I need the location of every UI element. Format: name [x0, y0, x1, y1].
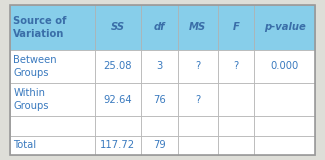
Bar: [254, 50, 315, 83]
Bar: [95, 116, 141, 136]
Text: 0.000: 0.000: [271, 61, 299, 72]
Bar: [178, 136, 218, 155]
Text: ?: ?: [195, 61, 200, 72]
Bar: [95, 83, 141, 116]
Text: p-value: p-value: [264, 22, 306, 32]
Bar: [218, 5, 254, 50]
Text: df: df: [153, 22, 165, 32]
Text: F: F: [233, 22, 240, 32]
Bar: [178, 83, 218, 116]
Bar: [10, 5, 95, 50]
Bar: [95, 5, 141, 50]
Text: 92.64: 92.64: [103, 95, 132, 104]
Bar: [95, 50, 141, 83]
Text: SS: SS: [111, 22, 125, 32]
Text: 79: 79: [153, 140, 166, 150]
Bar: [10, 136, 95, 155]
Bar: [254, 5, 315, 50]
Bar: [254, 116, 315, 136]
Bar: [178, 116, 218, 136]
Bar: [178, 5, 218, 50]
Bar: [10, 83, 95, 116]
Text: ?: ?: [233, 61, 239, 72]
Bar: [141, 116, 178, 136]
Text: 3: 3: [156, 61, 162, 72]
Bar: [218, 136, 254, 155]
Bar: [141, 136, 178, 155]
Bar: [218, 83, 254, 116]
Text: Within
Groups: Within Groups: [13, 88, 49, 111]
Bar: [10, 50, 95, 83]
Bar: [254, 136, 315, 155]
Bar: [10, 116, 95, 136]
Bar: [178, 50, 218, 83]
Bar: [218, 50, 254, 83]
Text: Between
Groups: Between Groups: [13, 55, 57, 78]
Bar: [141, 50, 178, 83]
Text: MS: MS: [189, 22, 206, 32]
Text: Source of
Variation: Source of Variation: [13, 16, 67, 39]
Text: ?: ?: [195, 95, 200, 104]
Bar: [141, 83, 178, 116]
Bar: [218, 116, 254, 136]
Text: Total: Total: [13, 140, 36, 150]
Bar: [95, 136, 141, 155]
Text: 25.08: 25.08: [103, 61, 132, 72]
Bar: [254, 83, 315, 116]
Text: 76: 76: [153, 95, 166, 104]
Text: 117.72: 117.72: [100, 140, 135, 150]
Bar: [141, 5, 178, 50]
